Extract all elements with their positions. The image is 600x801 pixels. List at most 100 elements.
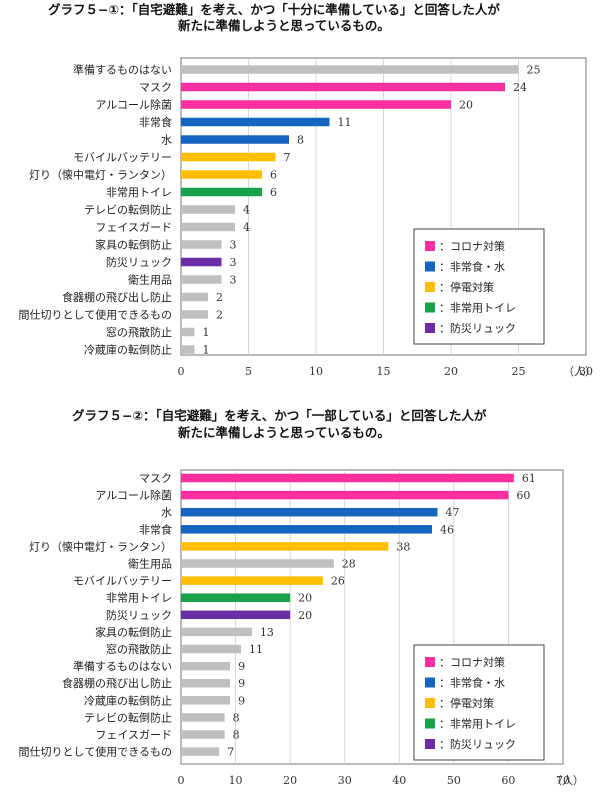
- data-label: 2: [216, 309, 223, 322]
- legend-swatch: [425, 657, 435, 667]
- legend-label: ：非常用トイレ: [439, 302, 516, 315]
- data-label: 13: [260, 626, 274, 639]
- bar: [181, 559, 334, 568]
- category-label: モバイルバッテリー: [73, 575, 172, 588]
- category-label: 衛生用品: [128, 557, 172, 571]
- x-tick-label: 0: [178, 774, 185, 787]
- x-axis-unit: （人）: [551, 774, 584, 787]
- x-tick-label: 30: [338, 774, 352, 787]
- bar: [181, 187, 262, 197]
- data-label: 20: [298, 592, 312, 605]
- category-label: テレビの転倒防止: [84, 710, 172, 724]
- bar: [181, 310, 208, 319]
- category-label: 防災リュック: [106, 608, 172, 622]
- data-label: 11: [338, 116, 352, 129]
- bar: [181, 525, 433, 534]
- legend: ：コロナ対策 ：非常食・水 ：停電対策 ：非常用トイレ ：防災リュック: [413, 228, 545, 345]
- x-tick-label: 50: [447, 774, 461, 787]
- legend-box: [413, 228, 545, 345]
- bar: [181, 678, 231, 688]
- category-label: 水: [161, 506, 172, 519]
- category-label: 非常食: [139, 115, 172, 129]
- data-label: 7: [284, 151, 291, 164]
- data-label: 20: [459, 99, 473, 112]
- bar: [181, 135, 289, 144]
- chart-1: グラフ５−①：「自宅避難」を考え、かつ「十分に準備している」と回答した人が新たに…: [19, 2, 596, 378]
- legend-swatch: [425, 718, 435, 729]
- bar: [181, 661, 231, 671]
- data-label: 28: [342, 558, 356, 571]
- x-tick-label: 20: [283, 774, 297, 787]
- bar: [181, 576, 323, 585]
- data-label: 8: [233, 729, 240, 742]
- data-label: 9: [238, 694, 245, 707]
- bar: [181, 713, 225, 722]
- legend-label: ：非常用トイレ: [439, 718, 516, 731]
- bar: [181, 82, 505, 92]
- category-label: 窓の飛散防止: [106, 642, 172, 656]
- x-tick-label: 5: [245, 365, 252, 378]
- x-tick-label: 10: [309, 365, 323, 378]
- data-label: 24: [513, 81, 527, 94]
- data-label: 3: [230, 256, 237, 269]
- data-label: 1: [203, 326, 210, 339]
- bar: [181, 257, 222, 267]
- bar: [181, 205, 235, 214]
- category-label: 冷蔵庫の転倒防止: [84, 693, 172, 707]
- category-label: フェイスガード: [95, 221, 172, 234]
- category-label: 灯り（懐中電灯・ランタン）: [29, 539, 172, 553]
- bar: [181, 292, 208, 302]
- category-label: フェイスガード: [95, 729, 172, 742]
- legend: ：コロナ対策 ：非常食・水 ：停電対策 ：非常用トイレ ：防災リュック: [413, 644, 545, 761]
- x-tick-label: 15: [377, 365, 391, 378]
- category-label: 家具の転倒防止: [95, 625, 172, 639]
- legend-swatch: [425, 261, 435, 272]
- x-tick-label: 0: [178, 365, 185, 378]
- category-label: 衛生用品: [128, 273, 172, 287]
- legend-label: ：非常食・水: [439, 260, 505, 274]
- data-label: 8: [297, 134, 304, 147]
- legend-swatch: [425, 323, 435, 333]
- x-axis-unit: （人）: [563, 365, 596, 378]
- chart-title-line2: 新たに準備しようと思っているもの。: [178, 18, 390, 33]
- x-tick-label: 40: [392, 774, 406, 787]
- x-tick-label: 25: [512, 365, 526, 378]
- bar: [181, 170, 262, 179]
- bar: [181, 345, 195, 354]
- category-label: 準備するものはない: [73, 659, 172, 673]
- bar: [181, 730, 225, 739]
- bar: [181, 473, 514, 483]
- bar: [181, 696, 231, 705]
- bar: [181, 222, 235, 232]
- category-label: 準備するものはない: [73, 63, 172, 77]
- category-label: モバイルバッテリー: [73, 151, 172, 164]
- data-label: 3: [230, 274, 237, 287]
- data-label: 25: [527, 64, 541, 77]
- category-label: テレビの転倒防止: [84, 203, 172, 217]
- x-tick-label: 30: [579, 365, 593, 378]
- data-label: 60: [516, 489, 530, 502]
- bar: [181, 593, 291, 602]
- legend-swatch: [425, 302, 435, 313]
- category-label: 非常用トイレ: [106, 592, 172, 605]
- legend-label: ：防災リュック: [439, 737, 516, 751]
- legend-label: ：停電対策: [439, 280, 494, 294]
- data-label: 9: [238, 677, 245, 690]
- category-label: 間仕切りとして使用できるもの: [19, 309, 172, 322]
- data-label: 9: [238, 660, 245, 673]
- category-label: 家具の転倒防止: [95, 238, 172, 252]
- bar: [181, 327, 195, 337]
- data-label: 20: [298, 609, 312, 622]
- data-label: 47: [445, 506, 459, 519]
- bar: [181, 627, 252, 637]
- category-label: 冷蔵庫の転倒防止: [84, 343, 172, 357]
- category-label: 非常食: [139, 522, 172, 536]
- category-label: 水: [161, 134, 172, 147]
- category-label: 窓の飛散防止: [106, 325, 172, 339]
- bar: [181, 117, 330, 127]
- bar: [181, 65, 519, 74]
- legend-label: ：コロナ対策: [439, 655, 505, 669]
- bar: [181, 240, 222, 249]
